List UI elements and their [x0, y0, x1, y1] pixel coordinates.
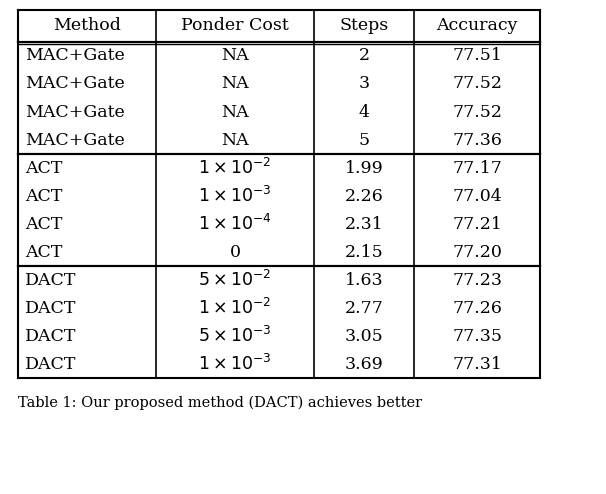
Text: 4: 4 [359, 104, 370, 121]
Text: 77.20: 77.20 [452, 244, 502, 260]
Text: Steps: Steps [339, 17, 388, 35]
Text: 77.23: 77.23 [452, 272, 502, 288]
Text: 1.63: 1.63 [345, 272, 384, 288]
Text: ACT: ACT [25, 215, 62, 233]
Text: NA: NA [221, 104, 249, 121]
Text: 77.21: 77.21 [452, 215, 502, 233]
Text: 77.04: 77.04 [452, 188, 502, 205]
Text: MAC+Gate: MAC+Gate [25, 104, 125, 121]
Text: Method: Method [53, 17, 121, 35]
Text: $1 \times 10^{-3}$: $1 \times 10^{-3}$ [198, 186, 272, 206]
Text: 3.69: 3.69 [345, 356, 384, 372]
Text: 2.31: 2.31 [345, 215, 384, 233]
Text: ACT: ACT [25, 244, 62, 260]
Text: 3.05: 3.05 [345, 328, 384, 344]
Text: DACT: DACT [25, 272, 76, 288]
Text: ACT: ACT [25, 188, 62, 205]
Text: $1 \times 10^{-4}$: $1 \times 10^{-4}$ [198, 214, 272, 234]
Text: MAC+Gate: MAC+Gate [25, 131, 125, 149]
Text: 77.52: 77.52 [452, 104, 502, 121]
Text: Accuracy: Accuracy [436, 17, 518, 35]
Text: 2.26: 2.26 [345, 188, 384, 205]
Text: 0: 0 [230, 244, 241, 260]
Text: MAC+Gate: MAC+Gate [25, 76, 125, 92]
Text: 77.31: 77.31 [452, 356, 502, 372]
Text: 77.36: 77.36 [452, 131, 502, 149]
Text: $5 \times 10^{-3}$: $5 \times 10^{-3}$ [198, 326, 272, 346]
Text: DACT: DACT [25, 299, 76, 317]
Text: $1 \times 10^{-3}$: $1 \times 10^{-3}$ [198, 354, 272, 374]
Text: 2: 2 [358, 47, 370, 65]
Text: MAC+Gate: MAC+Gate [25, 47, 125, 65]
Text: $5 \times 10^{-2}$: $5 \times 10^{-2}$ [198, 270, 271, 290]
Text: $1 \times 10^{-2}$: $1 \times 10^{-2}$ [198, 298, 271, 318]
Text: 2.15: 2.15 [345, 244, 384, 260]
Text: 77.51: 77.51 [452, 47, 502, 65]
Text: $1 \times 10^{-2}$: $1 \times 10^{-2}$ [198, 158, 271, 178]
Text: DACT: DACT [25, 328, 76, 344]
Text: 77.52: 77.52 [452, 76, 502, 92]
Text: 77.17: 77.17 [452, 160, 502, 176]
Text: NA: NA [221, 131, 249, 149]
Text: 77.35: 77.35 [452, 328, 502, 344]
Text: Table 1: Our proposed method (DACT) achieves better: Table 1: Our proposed method (DACT) achi… [18, 396, 422, 411]
Text: Ponder Cost: Ponder Cost [181, 17, 289, 35]
Text: ACT: ACT [25, 160, 62, 176]
Text: 2.77: 2.77 [345, 299, 384, 317]
Text: 77.26: 77.26 [452, 299, 502, 317]
Text: 3: 3 [358, 76, 370, 92]
Text: DACT: DACT [25, 356, 76, 372]
Text: NA: NA [221, 47, 249, 65]
Text: NA: NA [221, 76, 249, 92]
Text: 1.99: 1.99 [345, 160, 384, 176]
Text: 5: 5 [358, 131, 370, 149]
